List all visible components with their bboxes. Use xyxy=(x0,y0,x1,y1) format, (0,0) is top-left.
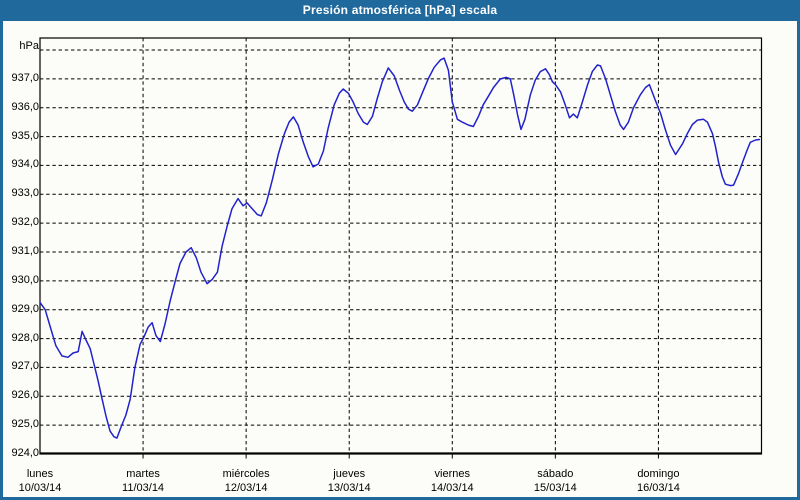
y-axis-label: 924,0 xyxy=(11,447,39,459)
x-axis-day-label: sábado xyxy=(537,468,574,480)
y-axis-label: 931,0 xyxy=(11,245,39,257)
y-axis-label: 933,0 xyxy=(11,187,39,200)
y-axis-label: 925,0 xyxy=(11,418,39,431)
y-axis-label: 927,0 xyxy=(11,360,39,373)
x-axis-day-label: domingo xyxy=(637,468,680,480)
y-axis-label: 926,0 xyxy=(11,389,39,402)
y-axis-label: 932,0 xyxy=(11,216,39,229)
x-axis-date-label: 11/03/14 xyxy=(122,482,165,494)
y-axis-label: 935,0 xyxy=(11,129,39,142)
x-axis-day-label: miércoles xyxy=(222,468,270,480)
title-bar: Presión atmosférica [hPa] escala xyxy=(0,0,800,21)
x-axis-day-label: lunes xyxy=(26,468,54,480)
x-axis-date-label: 13/03/14 xyxy=(327,482,371,494)
y-axis-unit-label: hPa xyxy=(19,40,39,52)
y-axis-label: 934,0 xyxy=(11,158,39,171)
y-axis-label: 929,0 xyxy=(11,302,39,315)
x-axis-day-label: viernes xyxy=(434,468,471,480)
x-axis-day-label: martes xyxy=(126,468,160,480)
x-axis-date-label: 15/03/14 xyxy=(533,482,577,494)
y-axis-label: 928,0 xyxy=(11,331,39,344)
pressure-line-chart xyxy=(39,37,763,459)
x-axis-day-label: jueves xyxy=(333,468,366,480)
x-axis-date-label: 14/03/14 xyxy=(430,482,474,494)
x-axis-date-label: 12/03/14 xyxy=(224,482,268,494)
window-title: Presión atmosférica [hPa] escala xyxy=(302,3,498,17)
y-axis-label: 937,0 xyxy=(11,71,39,84)
x-axis-date-label: 16/03/14 xyxy=(637,482,680,494)
x-axis-date-label: 10/03/14 xyxy=(18,482,62,494)
chart-canvas: hPa 937,0 936,0 935,0 934,0 933,0 932,0 931,0 93… xyxy=(3,21,797,497)
y-axis-label: 936,0 xyxy=(11,100,39,113)
y-axis-label: 930,0 xyxy=(11,273,39,286)
pressure-series-line xyxy=(39,57,761,439)
